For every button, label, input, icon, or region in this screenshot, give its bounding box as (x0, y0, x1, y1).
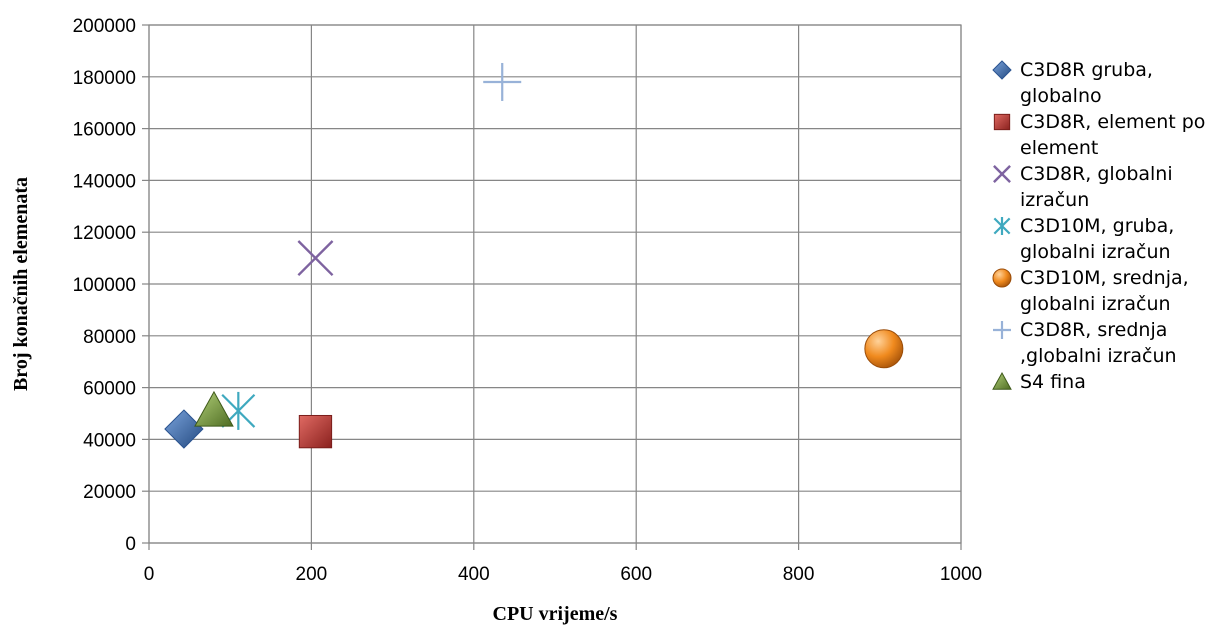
x-tick-label: 0 (144, 564, 155, 585)
x-tick-label: 600 (620, 564, 652, 585)
legend-label: izračun (1020, 189, 1089, 211)
y-tick-label: 60000 (83, 379, 136, 400)
x-axis-tick-labels: 0 200 400 600 800 1000 (144, 564, 982, 585)
legend-marker-star (993, 217, 1011, 235)
y-tick-label: 80000 (83, 327, 136, 348)
legend-marker-x (993, 165, 1011, 183)
data-point-triangle (194, 390, 234, 427)
data-point-circle (864, 329, 904, 369)
y-tick-label: 200000 (73, 16, 136, 37)
legend-item: C3D10M, gruba, globalni izračun (993, 215, 1174, 263)
legend-label: globalni izračun (1020, 241, 1171, 263)
legend-label: C3D8R, globalni (1020, 163, 1173, 185)
legend-label: C3D8R, srednja (1020, 319, 1167, 341)
y-tick-label: 180000 (73, 68, 136, 89)
x-tick-label: 200 (296, 564, 328, 585)
x-tick-label: 1000 (940, 564, 982, 585)
legend-label: globalno (1020, 85, 1102, 107)
circle-shape (992, 268, 1012, 288)
diamond-shape (164, 409, 204, 449)
legend: C3D8R gruba, globalno C3D8R, element po ele… (992, 59, 1205, 393)
legend-label: globalni izračun (1020, 293, 1171, 315)
legend-marker-circle (992, 268, 1012, 288)
y-axis-tick-labels: 0 20000 40000 60000 80000 100000 120000 140000 1… (73, 16, 136, 555)
x-stroke (297, 240, 334, 277)
legend-item: S4 fina (992, 371, 1086, 393)
legend-marker-triangle (992, 371, 1012, 390)
square-shape (298, 414, 333, 449)
square-shape (993, 113, 1011, 131)
legend-marker-square (993, 113, 1011, 131)
legend-item: C3D8R, element po element (993, 111, 1205, 159)
y-tick-label: 20000 (83, 482, 136, 503)
data-point-x (297, 240, 334, 277)
y-tick-label: 140000 (73, 171, 136, 192)
x-axis-title: CPU vrijeme/s (493, 603, 618, 625)
y-tick-label: 160000 (73, 120, 136, 141)
legend-label: ,globalni izračun (1020, 345, 1177, 367)
data-points (164, 62, 904, 449)
legend-label: C3D8R gruba, (1020, 59, 1153, 81)
legend-label: C3D8R, element po (1020, 111, 1205, 133)
x-stroke (993, 165, 1011, 183)
y-tick-label: 40000 (83, 430, 136, 451)
legend-marker-plus (993, 321, 1011, 339)
legend-label: element (1020, 137, 1098, 159)
triangle-shape (992, 371, 1012, 390)
legend-label: C3D10M, gruba, (1020, 215, 1174, 237)
plot-area (142, 24, 962, 550)
legend-item: C3D8R gruba, globalno (992, 59, 1153, 107)
legend-item: C3D8R, globalni izračun (993, 163, 1173, 211)
x-tick-label: 800 (783, 564, 815, 585)
legend-item: C3D8R, srednja ,globalni izračun (993, 319, 1177, 367)
legend-marker-diamond (992, 60, 1012, 80)
data-point-plus (483, 62, 522, 101)
grid-lines (142, 24, 962, 550)
x-tick-label: 400 (458, 564, 490, 585)
legend-item: C3D10M, srednja, globalni izračun (992, 267, 1189, 315)
diamond-shape (992, 60, 1012, 80)
legend-label: S4 fina (1020, 371, 1086, 393)
y-tick-label: 0 (125, 534, 136, 555)
y-tick-label: 100000 (73, 275, 136, 296)
legend-label: C3D10M, srednja, (1020, 267, 1189, 289)
y-tick-label: 120000 (73, 223, 136, 244)
triangle-shape (194, 390, 234, 427)
data-point-square (298, 414, 333, 449)
y-axis-title: Broj konačnih elemenata (10, 177, 32, 391)
data-point-diamond (164, 409, 204, 449)
circle-shape (864, 329, 904, 369)
plot-frame (148, 24, 962, 544)
